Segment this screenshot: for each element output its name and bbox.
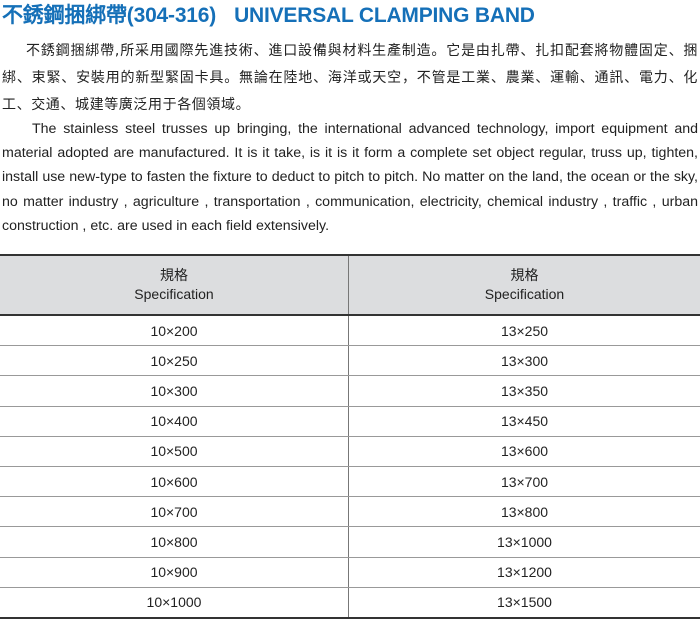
page-title: 不銹鋼捆綁帶(304-316) UNIVERSAL CLAMPING BAND (2, 0, 535, 29)
title-en: UNIVERSAL CLAMPING BAND (234, 4, 535, 27)
table-cell: 13×1000 (349, 527, 700, 557)
table-cell: 13×450 (349, 406, 700, 436)
header-en: Specification (0, 285, 348, 304)
table-cell: 10×400 (0, 406, 349, 436)
table-cell: 10×900 (0, 557, 349, 587)
table-cell: 10×700 (0, 497, 349, 527)
table-cell: 10×500 (0, 436, 349, 466)
table-cell: 13×250 (349, 315, 700, 346)
intro-english: The stainless steel trusses up bringing,… (2, 117, 698, 238)
table-cell: 10×300 (0, 376, 349, 406)
table-cell: 13×1500 (349, 587, 700, 618)
table-cell: 13×600 (349, 436, 700, 466)
table-cell: 10×600 (0, 466, 349, 496)
header-zh: 規格 (349, 266, 700, 285)
table-cell: 13×1200 (349, 557, 700, 587)
table-cell: 10×1000 (0, 587, 349, 618)
header-en: Specification (349, 285, 700, 304)
header-zh: 規格 (0, 266, 348, 285)
table-cell: 13×700 (349, 466, 700, 496)
intro-chinese: 不銹鋼捆綁帶,所采用國際先進技術、進口設備與材料生產制造。它是由扎帶、扎扣配套將… (2, 38, 698, 119)
table-cell: 10×250 (0, 346, 349, 376)
table-cell: 13×300 (349, 346, 700, 376)
table-cell: 13×350 (349, 376, 700, 406)
table-cell: 13×800 (349, 497, 700, 527)
title-zh: 不銹鋼捆綁帶(304-316) (2, 4, 216, 27)
table-cell: 10×800 (0, 527, 349, 557)
table-cell: 10×200 (0, 315, 349, 346)
